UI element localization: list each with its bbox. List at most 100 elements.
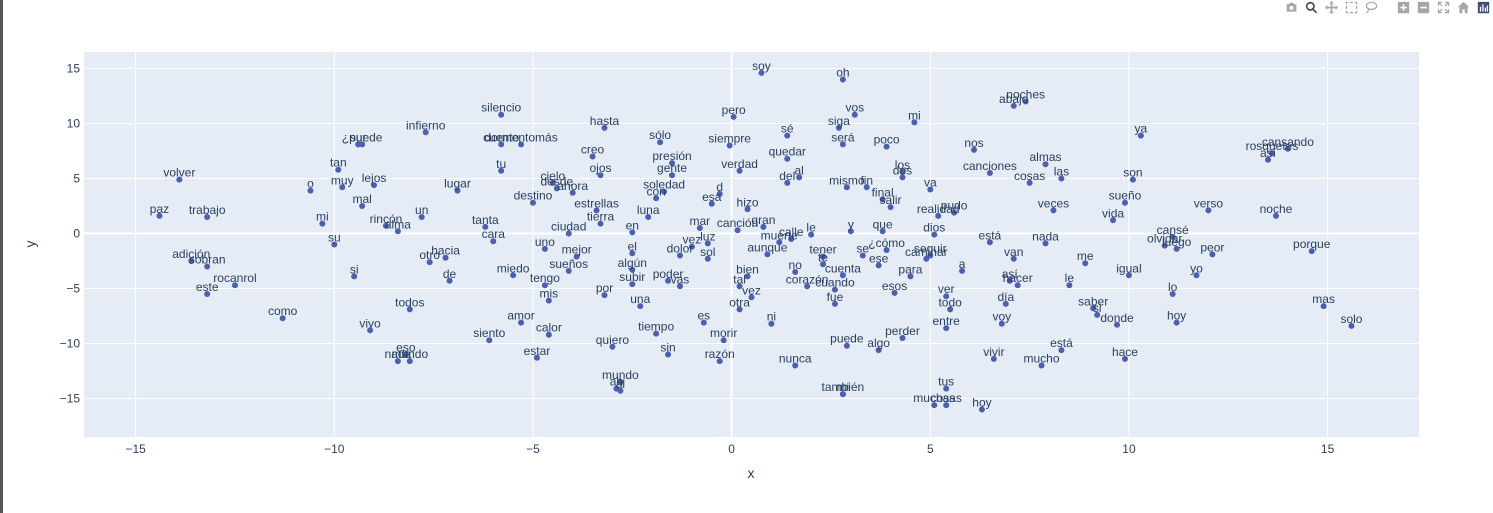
point-label: tanta: [472, 213, 499, 227]
data-point: [446, 277, 453, 284]
point-label: los: [895, 158, 910, 172]
point-label: sueño: [1109, 189, 1142, 203]
zoom-out-icon[interactable]: [1415, 0, 1431, 14]
point-label: morir: [710, 326, 737, 340]
point-label: alma: [385, 217, 411, 231]
plotly-logo-icon[interactable]: [1475, 0, 1491, 14]
zoom-in-icon[interactable]: [1395, 0, 1411, 14]
point-label: vivo: [359, 316, 381, 330]
data-point: [1094, 311, 1101, 318]
point-label: salir: [880, 193, 902, 207]
point-label: siempre: [708, 132, 751, 146]
lasso-select-icon[interactable]: [1363, 0, 1379, 14]
data-point: [784, 132, 791, 139]
data-point: [279, 315, 286, 322]
x-tick-label: 0: [728, 442, 735, 456]
point-label: si: [1093, 301, 1102, 315]
point-label: tus: [938, 375, 954, 389]
data-point: [1209, 251, 1216, 258]
point-label: mis: [540, 287, 559, 301]
point-label: nada: [385, 347, 412, 361]
point-label: verdad: [721, 157, 758, 171]
point-label: quiero: [596, 333, 630, 347]
point-label: algún: [618, 256, 647, 270]
data-point: [490, 238, 497, 245]
data-point: [887, 204, 894, 211]
point-label: quedar: [769, 145, 806, 159]
point-label: canción: [717, 216, 758, 230]
box-select-icon[interactable]: [1343, 0, 1359, 14]
reset-axes-icon[interactable]: [1455, 0, 1471, 14]
point-label: soy: [752, 59, 771, 73]
data-point: [847, 228, 854, 235]
point-label: todos: [395, 295, 424, 309]
point-label: infierno: [406, 118, 446, 132]
point-label: ya: [1135, 122, 1148, 136]
point-label: como: [268, 304, 298, 318]
data-point: [593, 207, 600, 214]
point-label: estrellas: [574, 196, 619, 210]
data-point: [629, 229, 636, 236]
point-label: razón: [705, 347, 735, 361]
point-label: hoy: [1167, 309, 1186, 323]
data-point: [553, 185, 560, 192]
point-label: sol: [700, 245, 715, 259]
point-label: hacer: [1003, 271, 1033, 285]
point-label: muerte: [761, 228, 799, 242]
autoscale-icon[interactable]: [1435, 0, 1451, 14]
point-label: desde: [540, 174, 573, 188]
data-point: [859, 252, 866, 259]
point-label: siento: [473, 326, 505, 340]
point-label: cuento: [483, 130, 519, 144]
data-point: [879, 196, 886, 203]
data-point: [851, 111, 858, 118]
data-point: [899, 335, 906, 341]
data-point: [891, 289, 898, 296]
data-point: [1022, 98, 1029, 105]
point-label: calle: [779, 225, 804, 239]
data-point: [617, 379, 624, 385]
point-label: mi: [316, 210, 329, 224]
camera-icon[interactable]: [1283, 0, 1299, 14]
point-label: con: [646, 184, 665, 198]
point-label: vivir: [983, 345, 1004, 359]
data-point: [768, 320, 775, 327]
point-label: mismo: [829, 173, 865, 187]
data-point: [1121, 199, 1128, 206]
data-point: [1090, 305, 1097, 312]
data-point: [629, 250, 636, 257]
data-point: [1010, 102, 1017, 109]
data-point: [335, 166, 342, 173]
data-point: [565, 267, 572, 274]
point-label: poco: [874, 133, 900, 147]
data-point: [1082, 260, 1089, 267]
point-label: aunque: [747, 240, 787, 254]
plot-area[interactable]: [84, 52, 1419, 437]
point-label: rincón: [370, 212, 403, 226]
data-point: [784, 179, 791, 186]
data-point: [319, 220, 326, 227]
data-point: [843, 342, 850, 349]
point-label: le: [806, 221, 816, 235]
point-label: tierra: [587, 210, 615, 224]
data-point: [971, 146, 977, 153]
data-point: [351, 273, 358, 280]
data-point: [569, 189, 576, 196]
zoom-icon[interactable]: [1303, 0, 1319, 14]
y-axis-title: y: [22, 241, 38, 248]
pan-icon[interactable]: [1323, 0, 1339, 14]
data-point: [426, 259, 433, 266]
data-point: [422, 129, 429, 136]
point-label: mucho: [1024, 352, 1060, 366]
point-label: olvidar: [1147, 232, 1182, 246]
point-label: mundo: [602, 368, 639, 382]
data-point: [549, 179, 556, 186]
point-label: ver: [938, 282, 955, 296]
data-point: [839, 76, 846, 83]
point-label: ah: [610, 375, 623, 389]
data-point: [371, 182, 378, 189]
point-label: amor: [507, 309, 534, 323]
point-label: ciudad: [551, 220, 586, 234]
data-point: [998, 320, 1005, 327]
point-label: al: [795, 163, 804, 177]
